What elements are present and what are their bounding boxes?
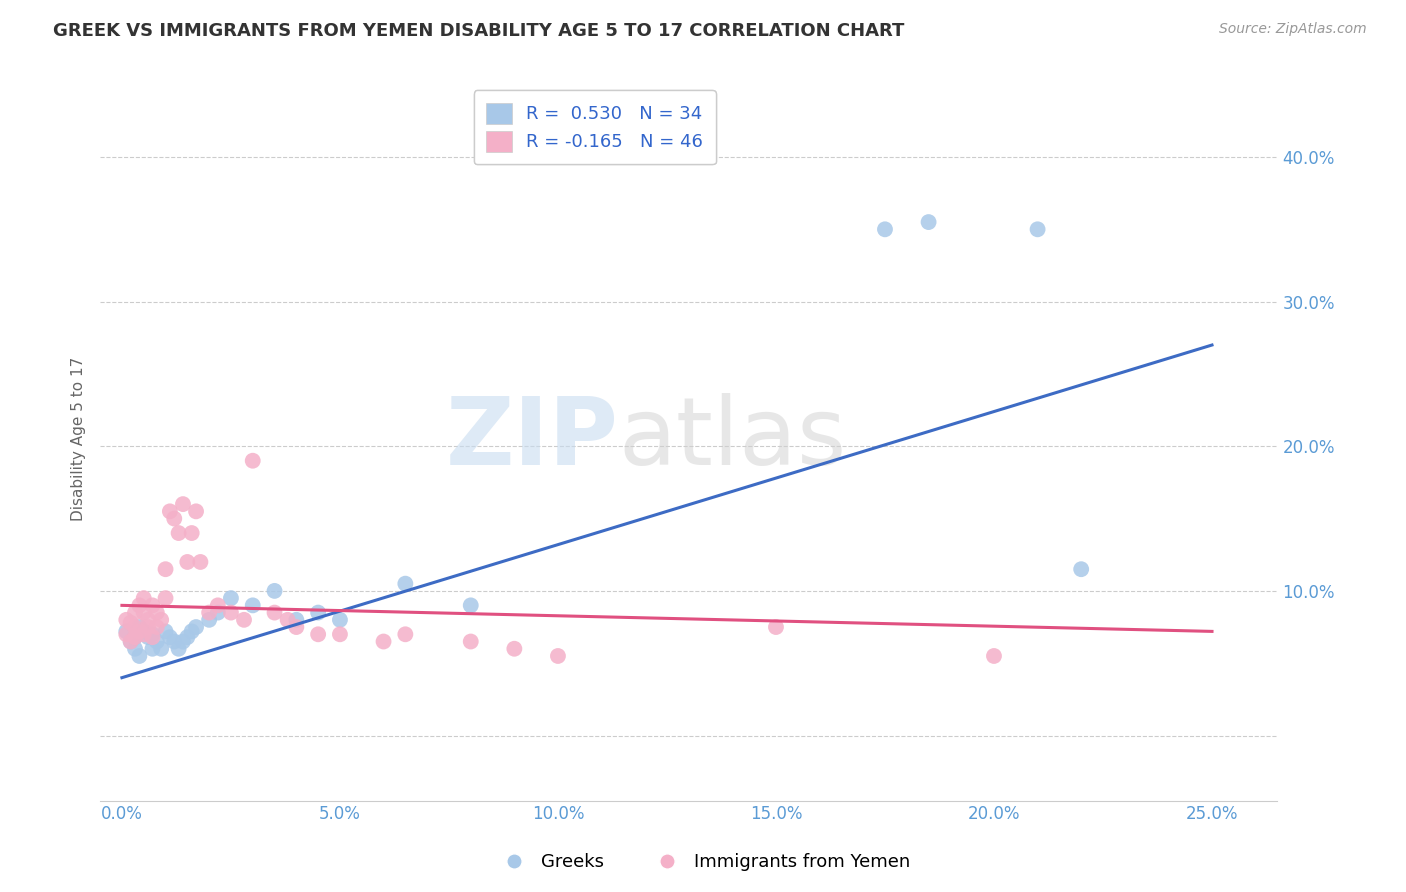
Point bbox=[329, 613, 352, 627]
Point bbox=[155, 591, 177, 606]
Point bbox=[124, 630, 146, 644]
Point bbox=[163, 634, 186, 648]
Point bbox=[136, 613, 159, 627]
Point bbox=[917, 215, 939, 229]
Point bbox=[163, 511, 186, 525]
Point bbox=[128, 624, 150, 639]
Point bbox=[285, 613, 308, 627]
Point bbox=[242, 599, 264, 613]
Point bbox=[146, 620, 169, 634]
Point bbox=[873, 222, 896, 236]
Point bbox=[307, 606, 329, 620]
Point bbox=[207, 599, 229, 613]
Point bbox=[136, 630, 159, 644]
Point bbox=[176, 555, 198, 569]
Point bbox=[219, 606, 242, 620]
Point bbox=[159, 504, 181, 518]
Point bbox=[124, 606, 146, 620]
Point bbox=[263, 606, 285, 620]
Point bbox=[190, 555, 212, 569]
Point bbox=[184, 620, 207, 634]
Point bbox=[460, 599, 482, 613]
Point bbox=[285, 620, 308, 634]
Text: ZIP: ZIP bbox=[446, 393, 619, 485]
Point bbox=[155, 562, 177, 576]
Point bbox=[329, 627, 352, 641]
Point bbox=[207, 606, 229, 620]
Point bbox=[172, 634, 194, 648]
Point bbox=[198, 613, 221, 627]
Point bbox=[184, 504, 207, 518]
Point bbox=[172, 497, 194, 511]
Point bbox=[132, 627, 155, 641]
Point bbox=[176, 630, 198, 644]
Point bbox=[503, 641, 526, 656]
Point bbox=[124, 620, 146, 634]
Point bbox=[277, 613, 299, 627]
Point bbox=[128, 599, 150, 613]
Point bbox=[159, 630, 181, 644]
Point bbox=[167, 526, 190, 541]
Point bbox=[115, 627, 138, 641]
Point bbox=[141, 641, 163, 656]
Point bbox=[180, 526, 202, 541]
Point bbox=[150, 641, 173, 656]
Point bbox=[136, 620, 159, 634]
Text: Source: ZipAtlas.com: Source: ZipAtlas.com bbox=[1219, 22, 1367, 37]
Point bbox=[146, 606, 169, 620]
Point bbox=[198, 606, 221, 620]
Point bbox=[132, 624, 155, 639]
Point bbox=[120, 634, 142, 648]
Text: atlas: atlas bbox=[619, 393, 846, 485]
Point bbox=[1026, 222, 1049, 236]
Point bbox=[150, 613, 173, 627]
Point bbox=[128, 620, 150, 634]
Text: GREEK VS IMMIGRANTS FROM YEMEN DISABILITY AGE 5 TO 17 CORRELATION CHART: GREEK VS IMMIGRANTS FROM YEMEN DISABILIT… bbox=[53, 22, 905, 40]
Point bbox=[307, 627, 329, 641]
Point bbox=[242, 454, 264, 468]
Point bbox=[460, 634, 482, 648]
Point bbox=[128, 648, 150, 663]
Point bbox=[124, 630, 146, 644]
Point bbox=[1070, 562, 1092, 576]
Point bbox=[132, 606, 155, 620]
Legend: Greeks, Immigrants from Yemen: Greeks, Immigrants from Yemen bbox=[488, 847, 918, 879]
Point bbox=[219, 591, 242, 606]
Point bbox=[180, 624, 202, 639]
Y-axis label: Disability Age 5 to 17: Disability Age 5 to 17 bbox=[72, 357, 86, 521]
Point bbox=[132, 591, 155, 606]
Legend: R =  0.530   N = 34, R = -0.165   N = 46: R = 0.530 N = 34, R = -0.165 N = 46 bbox=[474, 90, 716, 164]
Point bbox=[983, 648, 1005, 663]
Point bbox=[547, 648, 569, 663]
Point bbox=[765, 620, 787, 634]
Point bbox=[155, 624, 177, 639]
Point bbox=[263, 583, 285, 598]
Point bbox=[120, 634, 142, 648]
Point bbox=[141, 627, 163, 641]
Point bbox=[120, 615, 142, 630]
Point bbox=[115, 613, 138, 627]
Point bbox=[115, 624, 138, 639]
Point bbox=[124, 641, 146, 656]
Point bbox=[141, 599, 163, 613]
Point bbox=[233, 613, 256, 627]
Point bbox=[373, 634, 395, 648]
Point bbox=[394, 576, 416, 591]
Point bbox=[146, 634, 169, 648]
Point bbox=[394, 627, 416, 641]
Point bbox=[167, 641, 190, 656]
Point bbox=[141, 630, 163, 644]
